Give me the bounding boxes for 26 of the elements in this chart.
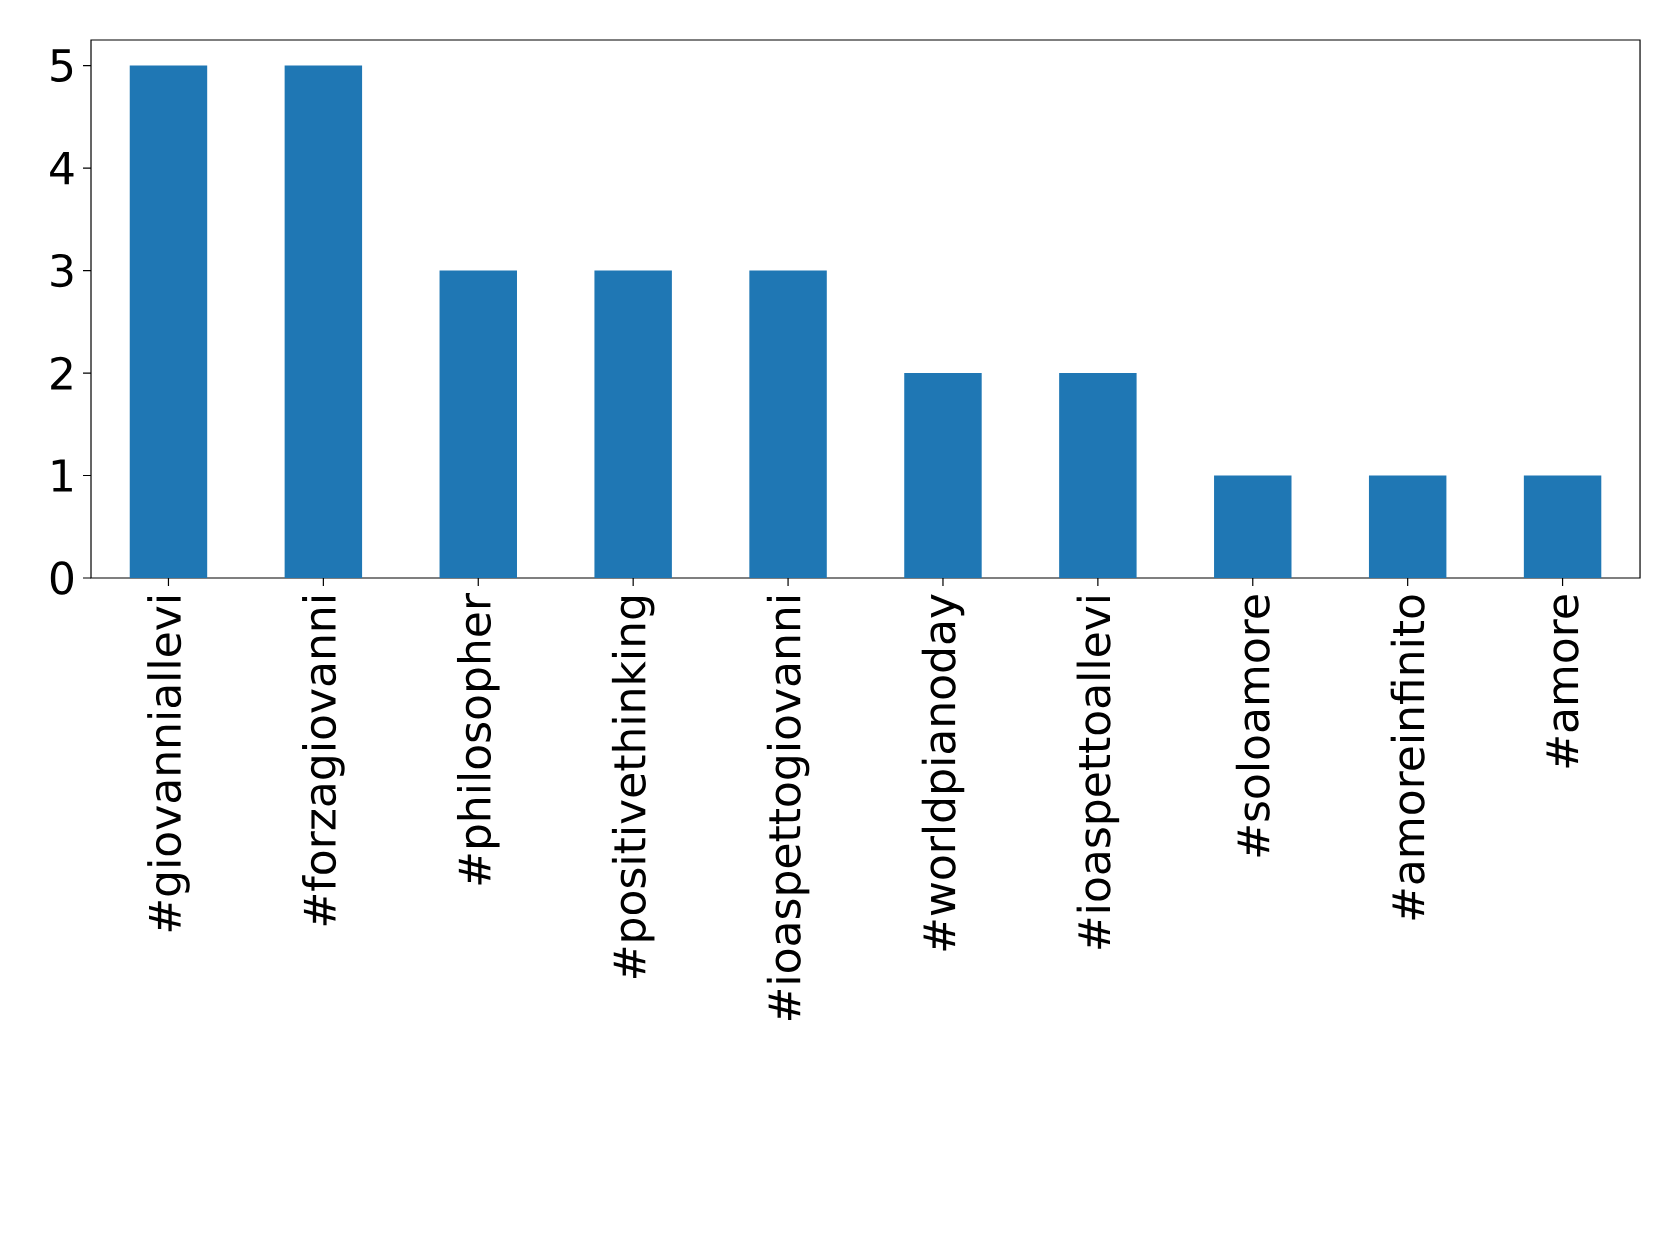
x-tick-label: #giovanniallevi [147, 597, 190, 932]
bar [1368, 475, 1447, 578]
y-tick-label: 4 [50, 152, 74, 185]
x-tick-label: #worldpianoday [921, 594, 965, 951]
bar [594, 270, 672, 578]
x-tick-label: #ioaspettogiovanni [766, 597, 810, 1021]
y-tick-label: 0 [50, 561, 74, 595]
bar [904, 373, 982, 578]
x-tick-label: #positivethinking [611, 597, 655, 978]
bar [749, 270, 827, 578]
bar [439, 270, 517, 578]
bar [1059, 373, 1137, 578]
bar [1214, 475, 1292, 578]
x-tick-label: #soloamore [1235, 595, 1270, 857]
x-tick-label: #amore [1546, 595, 1579, 768]
bar [1523, 475, 1602, 578]
y-tick-label: 5 [51, 49, 73, 82]
bar [284, 65, 363, 578]
x-tick-label: #amoreinfinito [1390, 595, 1425, 920]
y-tick-label: 2 [51, 356, 72, 390]
bar [129, 65, 208, 578]
y-tick-label: 3 [51, 253, 73, 288]
x-tick-label: #forzagiovanni [302, 597, 345, 926]
x-tick-label: #philosopher [456, 593, 500, 885]
y-tick-label: 1 [52, 459, 72, 492]
x-tick-label: #ioaspettoallevi [1076, 597, 1120, 949]
